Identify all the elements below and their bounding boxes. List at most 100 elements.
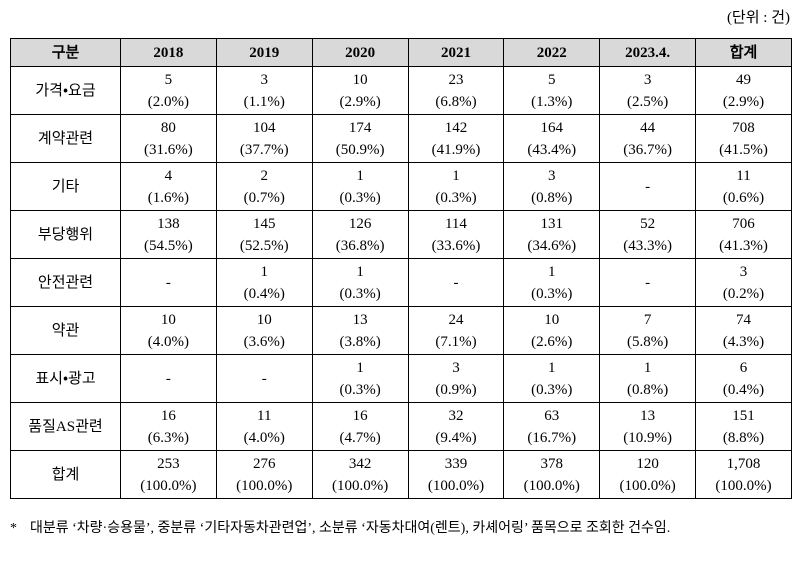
count: 708 xyxy=(732,119,755,136)
count: 23 xyxy=(448,71,464,88)
percent: (33.6%) xyxy=(431,237,481,254)
percent: (4.7%) xyxy=(339,429,381,446)
count: 142 xyxy=(444,119,468,136)
count: 1 xyxy=(452,167,460,184)
value-cell: 378 (100.0%) xyxy=(503,450,601,499)
row-label: 부당행위 xyxy=(10,210,121,259)
count: 7 xyxy=(643,311,652,328)
value-cell: 10 (2.9%) xyxy=(311,66,409,115)
value-cell: 2 (0.7%) xyxy=(215,162,313,211)
count: 114 xyxy=(444,215,467,232)
header-cell: 2018 xyxy=(120,38,217,67)
percent: (0.3%) xyxy=(531,381,573,398)
value-cell: 1 (0.3%) xyxy=(311,258,409,307)
empty-cell: - xyxy=(599,258,697,307)
row-label: 합계 xyxy=(10,450,121,499)
value-cell: 1 (0.3%) xyxy=(407,162,505,211)
percent: (2.5%) xyxy=(627,93,669,110)
value-cell: 114 (33.6%) xyxy=(407,210,505,259)
count: 1 xyxy=(356,359,364,376)
header-cell: 2019 xyxy=(215,38,313,67)
percent: (6.3%) xyxy=(147,429,190,446)
value-cell: 708 (41.5%) xyxy=(695,114,792,163)
percent: (0.9%) xyxy=(435,381,477,398)
count: 3 xyxy=(452,359,460,376)
count: 164 xyxy=(540,119,564,136)
empty-cell: - xyxy=(120,258,217,307)
count: 378 xyxy=(540,455,564,472)
value-cell: 1 (0.4%) xyxy=(215,258,313,307)
count: 10 xyxy=(160,311,176,328)
value-cell: 11 (4.0%) xyxy=(215,402,313,451)
value-cell: 52 (43.3%) xyxy=(599,210,697,259)
value-cell: 706 (41.3%) xyxy=(695,210,792,259)
value-cell: 13 (3.8%) xyxy=(311,306,409,355)
header-cell: 합계 xyxy=(695,38,792,67)
count: 174 xyxy=(348,119,372,136)
percent: (36.7%) xyxy=(623,141,673,158)
value-cell: 10 (2.6%) xyxy=(503,306,601,355)
count: 120 xyxy=(636,455,659,472)
count: 342 xyxy=(348,455,372,472)
count: 13 xyxy=(640,407,656,424)
row-label: 안전관련 xyxy=(10,258,121,307)
header-cell: 2023.4. xyxy=(599,38,697,67)
count: 10 xyxy=(352,71,368,88)
percent: (3.6%) xyxy=(243,333,285,350)
percent: (0.6%) xyxy=(722,189,765,206)
percent: (36.8%) xyxy=(335,237,385,254)
count: 706 xyxy=(732,215,755,232)
value-cell: 7 (5.8%) xyxy=(599,306,697,355)
data-table: 구분 2018 2019 2020 2021 2022 2023.4. 합계 가격・요금 5 (2… xyxy=(10,38,792,499)
percent: (100.0%) xyxy=(523,477,580,494)
percent: (100.0%) xyxy=(427,477,485,494)
count: 104 xyxy=(253,119,276,136)
value-cell: 5 (1.3%) xyxy=(503,66,601,115)
empty-cell: - xyxy=(407,258,505,307)
count: 74 xyxy=(736,311,752,328)
table-row: 품질AS관련 16 (6.3%) 11 (4.0%) 16 (4.7%) 32 (9.4%) 63… xyxy=(10,402,792,451)
percent: (16.7%) xyxy=(527,429,577,446)
percent: (4.0%) xyxy=(243,429,285,446)
value-cell: 4 (1.6%) xyxy=(120,162,217,211)
count: 276 xyxy=(253,455,276,472)
value-cell: 24 (7.1%) xyxy=(407,306,505,355)
count: 5 xyxy=(164,71,173,88)
count: 1 xyxy=(260,263,269,280)
count: 11 xyxy=(736,167,751,184)
value-cell: 145 (52.5%) xyxy=(215,210,313,259)
percent: (4.0%) xyxy=(147,333,190,350)
footnote-text: 대분류 ‘차량·승용물’, 중분류 ‘기타자동차관련업’, 소분류 ‘자동차대여… xyxy=(30,521,671,536)
table-row: 기타 4 (1.6%) 2 (0.7%) 1 (0.3%) 1 (0.3%) 3 (0.8%) -11… xyxy=(10,162,792,211)
percent: (1.3%) xyxy=(531,93,573,110)
count: 1 xyxy=(356,263,364,280)
count: 1 xyxy=(548,359,556,376)
table-body: 가격・요금 5 (2.0%) 3 (1.1%) 10 (2.9%) 23 (6.8%) 5 (1.3… xyxy=(10,66,792,499)
table-row: 합계 253 (100.0%) 276 (100.0%) 342 (100.0%) 339 (1… xyxy=(10,450,792,499)
value-cell: 1 (0.3%) xyxy=(503,258,601,307)
percent: (0.3%) xyxy=(339,285,381,302)
value-cell: 23 (6.8%) xyxy=(407,66,505,115)
count: 10 xyxy=(256,311,272,328)
count: 6 xyxy=(739,359,748,376)
percent: (0.7%) xyxy=(243,189,285,206)
percent: (31.6%) xyxy=(144,141,193,158)
count: 3 xyxy=(260,71,269,88)
percent: (100.0%) xyxy=(331,477,389,494)
count: 3 xyxy=(643,71,652,88)
row-label: 품질AS관련 xyxy=(10,402,121,451)
percent: (54.5%) xyxy=(144,237,193,254)
value-cell: 131 (34.6%) xyxy=(503,210,601,259)
count: 24 xyxy=(448,311,464,328)
value-cell: 63 (16.7%) xyxy=(503,402,601,451)
value-cell: 126 (36.8%) xyxy=(311,210,409,259)
value-cell: 10 (4.0%) xyxy=(120,306,217,355)
table-row: 가격・요금 5 (2.0%) 3 (1.1%) 10 (2.9%) 23 (6.8%) 5 (1.3… xyxy=(10,66,792,115)
percent: (8.8%) xyxy=(722,429,765,446)
count: 1 xyxy=(356,167,364,184)
value-cell: 120 (100.0%) xyxy=(599,450,697,499)
percent: (43.4%) xyxy=(527,141,577,158)
value-cell: 3 (0.9%) xyxy=(407,354,505,403)
value-cell: 276 (100.0%) xyxy=(215,450,313,499)
percent: (0.4%) xyxy=(243,285,285,302)
